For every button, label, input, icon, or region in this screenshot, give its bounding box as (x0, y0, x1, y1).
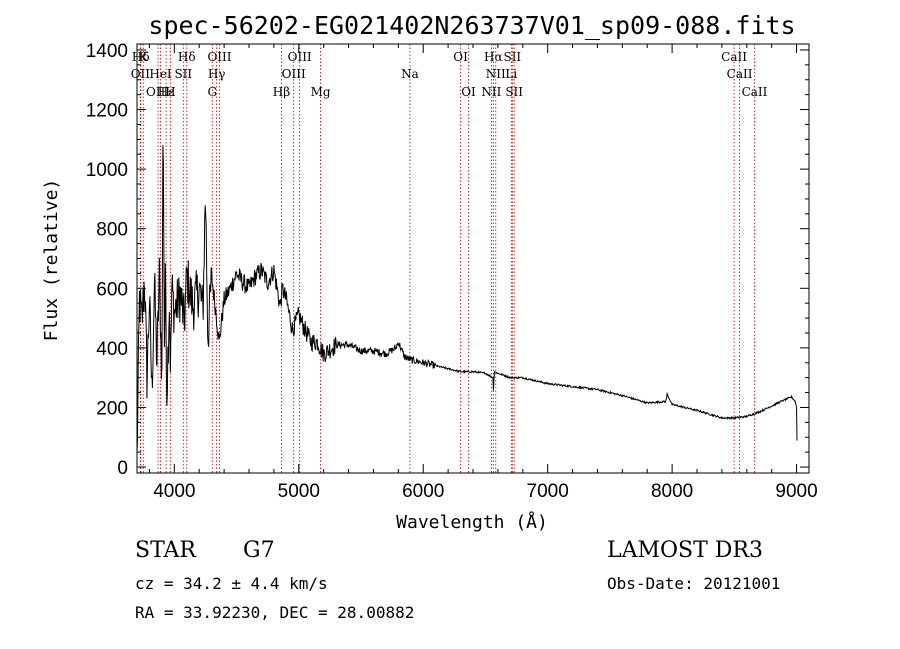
x-tick-label-1: 5000 (278, 481, 320, 502)
y-axis-label: Flux (relative) (41, 179, 62, 342)
line-label-22: Hβ (273, 85, 290, 99)
plot-frame (136, 43, 810, 474)
line-label-21: G (207, 85, 217, 99)
line-label-12: Hγ (208, 67, 226, 81)
line-label-19: Hε (158, 85, 175, 99)
axes-ticks: 4000 5000 6000 7000 8000 9000 0 200 400 600 800 100… (86, 41, 818, 502)
survey-label: LAMOST DR3 (607, 538, 763, 563)
y-tick-label-7: 1400 (86, 41, 128, 62)
y-tick-label-6: 1200 (86, 101, 128, 122)
x-tick-label-5: 9000 (775, 481, 817, 502)
line-label-3: OIII (207, 50, 231, 64)
line-label-5: OI (453, 50, 468, 64)
x-tick-label-3: 7000 (527, 481, 569, 502)
coordinates-text: RA = 33.92230, DEC = 28.00882 (135, 603, 415, 622)
line-label-20: H (165, 85, 175, 99)
line-label-4: OIII (288, 50, 312, 64)
series-line-0 (136, 145, 798, 453)
line-label-25: NII (481, 85, 501, 99)
y-tick-label-0: 0 (117, 458, 128, 479)
chart-title: spec-56202-EG021402N263737V01_sp09-088.f… (148, 11, 795, 40)
redshift-text: cz = 34.2 ± 4.4 km/s (135, 574, 328, 593)
line-label-27: CaII (742, 85, 768, 99)
line-label-2: Hδ (178, 50, 196, 64)
line-label-16: Li (505, 67, 517, 81)
y-tick-label-3: 600 (96, 279, 128, 300)
x-tick-label-4: 8000 (651, 481, 693, 502)
line-label-18: OIII (146, 85, 170, 99)
line-label-7: SII (503, 50, 521, 64)
line-label-0: Hδ (132, 50, 150, 64)
line-label-1: K (139, 50, 149, 64)
line-label-11: SII (174, 67, 192, 81)
class-label: STAR (135, 538, 196, 563)
line-label-17: CaII (727, 67, 753, 81)
line-label-8: CaII (721, 50, 747, 64)
y-tick-label-4: 800 (96, 220, 128, 241)
line-label-9: OII (131, 67, 151, 81)
line-label-23: Mg (311, 85, 331, 99)
y-tick-label-2: 400 (96, 339, 128, 360)
line-label-26: SII (505, 85, 523, 99)
obs-date-text: Obs-Date: 20121001 (607, 574, 781, 593)
line-label-15: NII (486, 67, 506, 81)
line-label-6: Hα (484, 50, 503, 64)
x-axis-label: Wavelength (Å) (396, 511, 548, 533)
line-label-10: HeI (149, 67, 172, 81)
y-tick-label-5: 1000 (86, 160, 128, 181)
plot-area (136, 145, 798, 453)
line-label-14: Na (401, 67, 419, 81)
subclass-label: G7 (243, 538, 275, 563)
y-tick-label-1: 200 (96, 398, 128, 419)
line-label-13: OIII (282, 67, 306, 81)
x-tick-label-0: 4000 (153, 481, 195, 502)
line-label-24: OI (461, 85, 476, 99)
x-tick-label-2: 6000 (402, 481, 444, 502)
